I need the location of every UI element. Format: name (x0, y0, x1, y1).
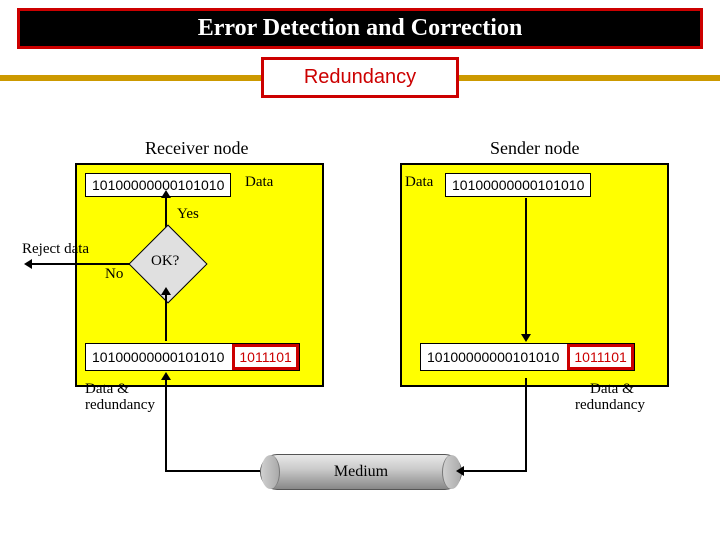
sender-bottom-label-2: redundancy (575, 397, 645, 414)
medium-label: Medium (334, 463, 388, 481)
receiver-data-label: Data (245, 174, 273, 191)
receiver-combined-redun: 1011101 (232, 344, 298, 370)
receiver-data-cell: 10100000000101010 (85, 173, 231, 197)
subtitle-row: Redundancy (0, 57, 720, 98)
subtitle: Redundancy (261, 57, 459, 98)
arrow-reject (30, 263, 130, 265)
arrow-combined-up (165, 293, 167, 341)
ok-label: OK? (151, 253, 179, 270)
sender-path-h (462, 470, 527, 472)
title-bar: Error Detection and Correction (17, 8, 703, 49)
sender-combined-data: 10100000000101010 (421, 346, 565, 368)
receiver-combined-cell: 10100000000101010 1011101 (85, 343, 300, 371)
sender-data-label: Data (405, 174, 433, 191)
reject-label: Reject data (22, 241, 89, 258)
stripe-right (450, 75, 720, 81)
medium-cylinder: Medium (260, 454, 462, 490)
sender-title: Sender node (490, 138, 579, 159)
receiver-bottom-label-1: Data & (85, 381, 129, 398)
no-label: No (105, 266, 123, 283)
stripe-left (0, 75, 270, 81)
sender-data-cell: 10100000000101010 (445, 173, 591, 197)
receiver-title: Receiver node (145, 138, 248, 159)
receiver-path-v (165, 386, 167, 472)
diagram-area: Receiver node 10100000000101010 Data Yes… (0, 118, 720, 538)
yes-label: Yes (177, 206, 199, 223)
receiver-bottom-label-2: redundancy (85, 397, 155, 414)
page-title: Error Detection and Correction (198, 15, 523, 41)
arrow-sender-down (525, 198, 527, 336)
receiver-path-h (165, 470, 260, 472)
receiver-path-arrowhead (165, 378, 167, 386)
sender-path-v (525, 378, 527, 470)
sender-bottom-label-1: Data & (590, 381, 634, 398)
receiver-combined-data: 10100000000101010 (86, 346, 230, 368)
sender-combined-cell: 10100000000101010 1011101 (420, 343, 635, 371)
sender-combined-redun: 1011101 (567, 344, 633, 370)
